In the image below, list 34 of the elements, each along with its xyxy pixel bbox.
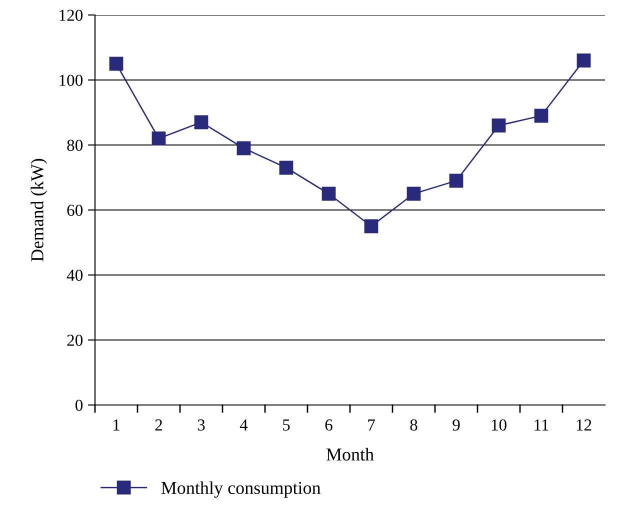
y-tick-label: 80 [67,140,83,151]
x-tick-label: 11 [534,419,548,430]
point [109,56,124,71]
x-tick-label: 9 [452,419,460,431]
y-tick-label: 120 [60,10,83,21]
point [576,54,591,68]
x-axis-title: Month [326,448,374,461]
point [322,186,336,201]
x-tick-label: 1 [114,419,120,430]
y-tick-label: 0 [75,400,83,411]
point [364,219,378,234]
point [534,108,548,123]
point [492,118,506,132]
y-tick-label: 20 [67,334,83,346]
point [236,141,251,156]
y-tick-label: 60 [67,204,83,216]
x-tick-label: 2 [155,419,162,430]
x-tick-label: 7 [368,420,375,430]
x-tick-label: 8 [410,419,418,431]
x-tick-label: 6 [325,419,332,431]
y-axis-title: Demand (kW) [30,158,48,262]
x-tick-label: 10 [492,419,506,431]
y-tick-label: 40 [66,270,83,281]
y-tick-label: 100 [60,74,83,86]
x-tick-label: 3 [198,419,205,431]
x-tick-label: 5 [283,420,290,431]
point [279,160,294,175]
legend-label: Monthly consumption [161,481,321,498]
point [152,132,166,146]
point [194,115,208,130]
point [406,186,421,201]
point [449,174,464,188]
x-tick-label: 4 [240,419,248,430]
x-tick-label: 12 [576,419,592,430]
